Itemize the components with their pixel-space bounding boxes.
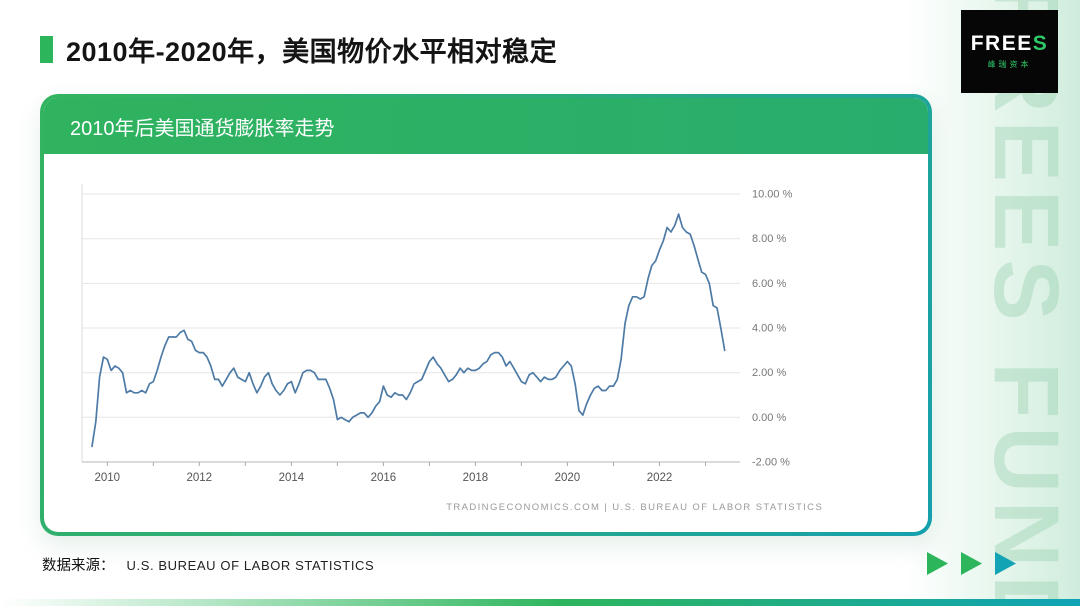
svg-text:10.00 %: 10.00 % bbox=[752, 189, 793, 201]
chart-card-body: 10.00 % 8.00 % 6.00 % 4.00 % 2.00 % 0.00 % -2.… bbox=[44, 154, 928, 532]
play-arrow-icon-3 bbox=[995, 552, 1016, 575]
chart-card-header: 2010年后美国通货膨胀率走势 bbox=[44, 98, 928, 154]
inflation-line-chart: 10.00 % 8.00 % 6.00 % 4.00 % 2.00 % 0.00 % -2.… bbox=[81, 184, 823, 513]
svg-text:2020: 2020 bbox=[555, 472, 581, 484]
data-source-label: 数据来源： bbox=[42, 558, 115, 574]
nav-arrows bbox=[927, 552, 1016, 575]
page-title-row: 2010年-2020年，美国物价水平相对稳定 bbox=[40, 30, 557, 69]
svg-text:0.00 %: 0.00 % bbox=[752, 412, 786, 424]
svg-text:6.00 %: 6.00 % bbox=[752, 278, 786, 290]
svg-text:-2.00 %: -2.00 % bbox=[752, 457, 790, 469]
svg-text:TRADINGECONOMICS.COM | U.S. BU: TRADINGECONOMICS.COM | U.S. BUREAU OF LA… bbox=[446, 502, 823, 513]
svg-text:2.00 %: 2.00 % bbox=[752, 367, 786, 379]
svg-text:2022: 2022 bbox=[647, 472, 673, 484]
right-gradient-wash bbox=[905, 0, 1080, 606]
svg-text:2014: 2014 bbox=[279, 472, 305, 484]
svg-text:8.00 %: 8.00 % bbox=[752, 233, 786, 245]
svg-text:2018: 2018 bbox=[463, 472, 489, 484]
svg-text:4.00 %: 4.00 % bbox=[752, 323, 786, 335]
data-source-value: U.S. BUREAU OF LABOR STATISTICS bbox=[126, 558, 375, 573]
svg-text:2016: 2016 bbox=[371, 472, 397, 484]
page-title: 2010年-2020年，美国物价水平相对稳定 bbox=[66, 37, 558, 67]
logo-brand-suffix: S bbox=[1032, 32, 1049, 55]
svg-text:2010: 2010 bbox=[95, 472, 121, 484]
svg-text:2012: 2012 bbox=[187, 472, 213, 484]
logo-subtitle: 峰瑞资本 bbox=[987, 60, 1032, 69]
play-arrow-icon-2 bbox=[961, 552, 982, 575]
bottom-gradient-bar bbox=[0, 599, 1080, 606]
chart-card-title: 2010年后美国通货膨胀率走势 bbox=[70, 117, 335, 140]
chart-card-inner: 2010年后美国通货膨胀率走势 10.00 % 8.00 % 6.00 % 4.00 … bbox=[44, 98, 928, 532]
data-source-row: 数据来源： U.S. BUREAU OF LABOR STATISTICS bbox=[42, 554, 374, 575]
frees-logo: FREES 峰瑞资本 bbox=[961, 10, 1058, 93]
logo-brand-text: FREES bbox=[971, 33, 1049, 54]
chart-card: 2010年后美国通货膨胀率走势 10.00 % 8.00 % 6.00 % 4.00 … bbox=[40, 94, 932, 536]
logo-brand-prefix: FREE bbox=[970, 32, 1033, 55]
title-accent-marker bbox=[40, 36, 53, 63]
play-arrow-icon-1 bbox=[927, 552, 948, 575]
